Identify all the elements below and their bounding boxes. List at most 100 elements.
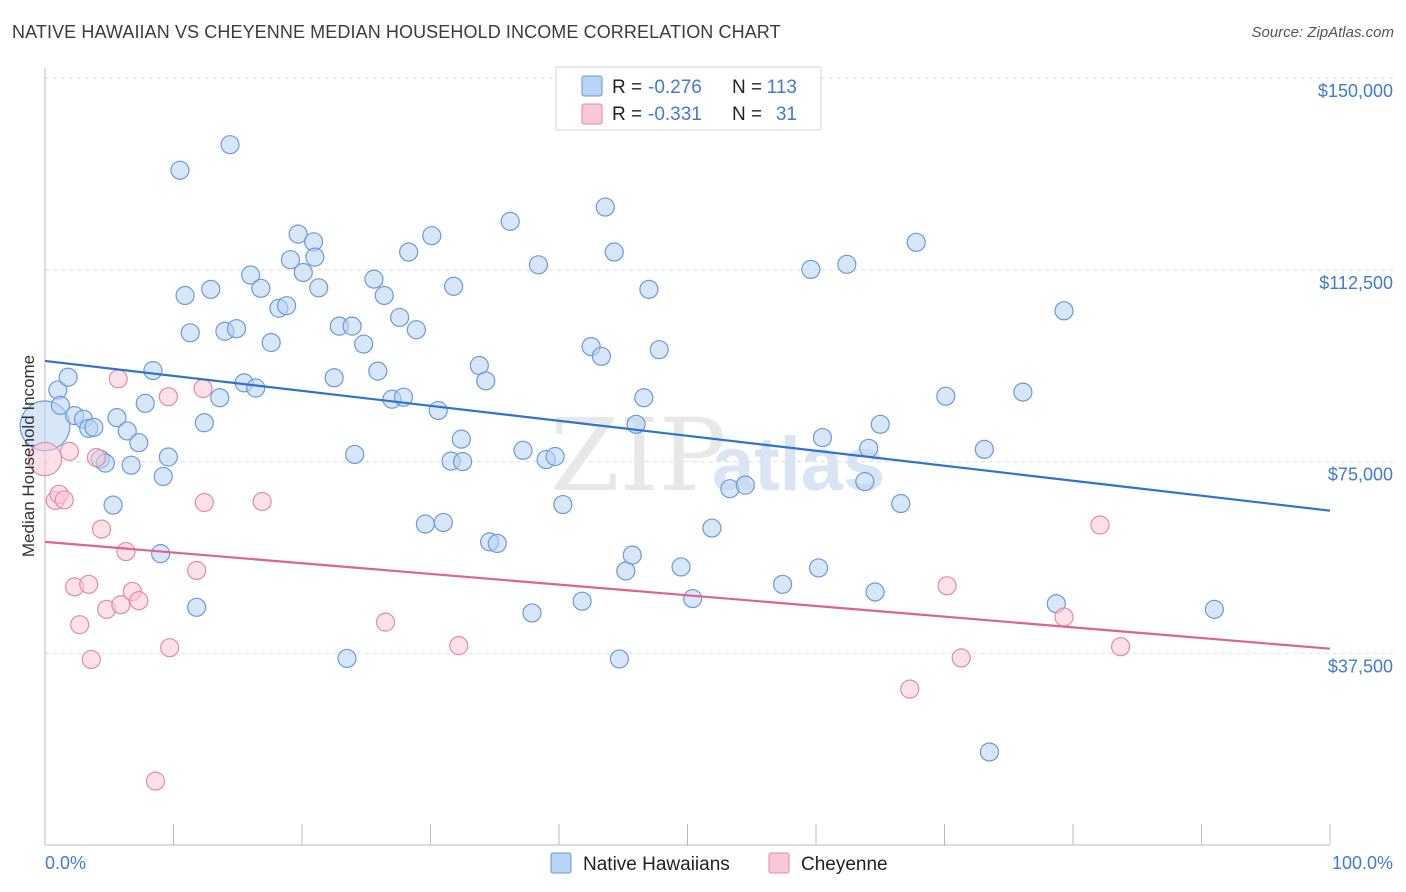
- cheyenne-point: [70, 615, 90, 635]
- native-hawaiians-point: [859, 438, 879, 458]
- watermark-atlas: atlas: [712, 422, 885, 507]
- cheyenne-point: [1054, 607, 1074, 627]
- native-hawaiians-point: [591, 346, 612, 366]
- native-hawaiians-point: [422, 226, 442, 246]
- native-hawaiians-point: [180, 323, 200, 343]
- native-hawaiians-point: [702, 518, 722, 538]
- native-hawaiians-point: [801, 259, 821, 280]
- cheyenne-point: [108, 369, 128, 389]
- cheyenne-point: [194, 492, 214, 513]
- native-hawaiians-point: [103, 495, 123, 515]
- native-hawaiians-point: [261, 332, 281, 353]
- native-hawaiians-point: [309, 278, 329, 298]
- x-tick-label-left: 0.0%: [45, 853, 86, 873]
- native-hawaiians-point: [364, 269, 384, 289]
- cheyenne-point: [116, 541, 136, 562]
- native-hawaiians-point: [415, 514, 435, 534]
- y-tick-label: $75,000: [1328, 465, 1393, 485]
- native-hawaiians-point: [158, 447, 178, 467]
- native-hawaiians-point: [649, 340, 669, 360]
- y-axis-label: Median Household Income: [19, 355, 38, 557]
- legend-n-value: 31: [776, 104, 797, 125]
- native-hawaiians-point: [143, 361, 163, 381]
- cheyenne-point: [1110, 637, 1131, 657]
- native-hawaiians-point: [513, 440, 533, 460]
- native-hawaiians-point: [528, 255, 549, 275]
- y-tick-label: $150,000: [1318, 81, 1393, 101]
- native-hawaiians-point: [812, 427, 833, 448]
- cheyenne-point: [937, 576, 957, 596]
- legend-n-label: N =: [732, 104, 762, 125]
- native-hawaiians-point: [595, 197, 615, 217]
- native-hawaiians-point: [354, 334, 374, 354]
- native-hawaiians-point: [210, 388, 230, 408]
- native-hawaiians-trend-line: [44, 359, 1331, 512]
- native-hawaiians-point: [175, 285, 195, 306]
- x-tick-label-right: 100.0%: [1332, 853, 1393, 873]
- legend-swatch-native-hawaiians: [581, 75, 603, 97]
- native-hawaiians-point: [201, 279, 221, 299]
- native-hawaiians-point: [406, 320, 426, 340]
- native-hawaiians-point: [453, 452, 473, 472]
- bottom-legend-swatch-native-hawaiians: [550, 852, 572, 874]
- legend-r-label: R =: [612, 77, 642, 98]
- cheyenne-trend-line: [44, 540, 1331, 650]
- native-hawaiians-point: [870, 414, 890, 434]
- legend-r-value: -0.331: [648, 104, 702, 125]
- native-hawaiians-point: [428, 400, 448, 421]
- legend-r-label: R =: [612, 104, 642, 125]
- native-hawaiians-point: [553, 494, 573, 515]
- native-hawaiians-point: [276, 296, 297, 316]
- native-hawaiians-point: [129, 433, 149, 453]
- native-hawaiians-point: [891, 493, 911, 514]
- native-hawaiians-point: [433, 512, 453, 533]
- bottom-legend: Native Hawaiians Cheyenne: [550, 852, 888, 875]
- native-hawaiians-point: [622, 545, 642, 565]
- watermark-zip: ZIP: [550, 397, 726, 514]
- native-hawaiians-point: [337, 648, 357, 669]
- native-hawaiians-point: [500, 211, 520, 231]
- native-hawaiians-point: [107, 408, 127, 428]
- bottom-legend-label-cheyenne: Cheyenne: [801, 854, 888, 875]
- native-hawaiians-point: [865, 582, 885, 602]
- cheyenne-point: [900, 679, 920, 699]
- cheyenne-point: [54, 490, 74, 510]
- legend-n-value: 113: [767, 77, 797, 98]
- native-hawaiians-point: [634, 388, 654, 408]
- native-hawaiians-point: [444, 276, 464, 296]
- native-hawaiians-point: [906, 232, 926, 252]
- gridlines: [45, 77, 1393, 654]
- native-hawaiians-point: [342, 316, 362, 336]
- series-native-hawaiians: [19, 135, 1224, 762]
- native-hawaiians-point: [1054, 301, 1074, 321]
- cheyenne-point: [187, 560, 207, 581]
- native-hawaiians-point: [226, 319, 247, 339]
- native-hawaiians-point: [170, 160, 190, 180]
- native-hawaiians-point: [117, 421, 137, 441]
- native-hawaiians-point: [251, 278, 271, 298]
- native-hawaiians-point: [368, 361, 388, 381]
- native-hawaiians-point: [808, 558, 829, 578]
- cheyenne-point: [27, 441, 63, 477]
- chart-title: NATIVE HAWAIIAN VS CHEYENNE MEDIAN HOUSE…: [12, 22, 781, 42]
- native-hawaiians-point: [974, 439, 994, 459]
- native-hawaiians-point: [153, 466, 173, 487]
- native-hawaiians-point: [58, 367, 78, 387]
- native-hawaiians-point: [374, 285, 394, 306]
- x-ticks: [44, 824, 1331, 845]
- cheyenne-point: [375, 612, 396, 632]
- native-hawaiians-point: [121, 455, 141, 475]
- native-hawaiians-point: [837, 254, 857, 274]
- cheyenne-point: [129, 591, 149, 611]
- native-hawaiians-point: [390, 307, 410, 328]
- native-hawaiians-point: [1204, 599, 1224, 619]
- native-hawaiians-point: [220, 135, 240, 155]
- cheyenne-point: [158, 387, 178, 407]
- legend-n-label: N =: [732, 77, 762, 98]
- watermark: ZIP atlas: [550, 397, 885, 514]
- cheyenne-point: [81, 649, 101, 670]
- native-hawaiians-point: [241, 265, 261, 285]
- native-hawaiians-point: [324, 368, 344, 388]
- native-hawaiians-point: [522, 603, 542, 623]
